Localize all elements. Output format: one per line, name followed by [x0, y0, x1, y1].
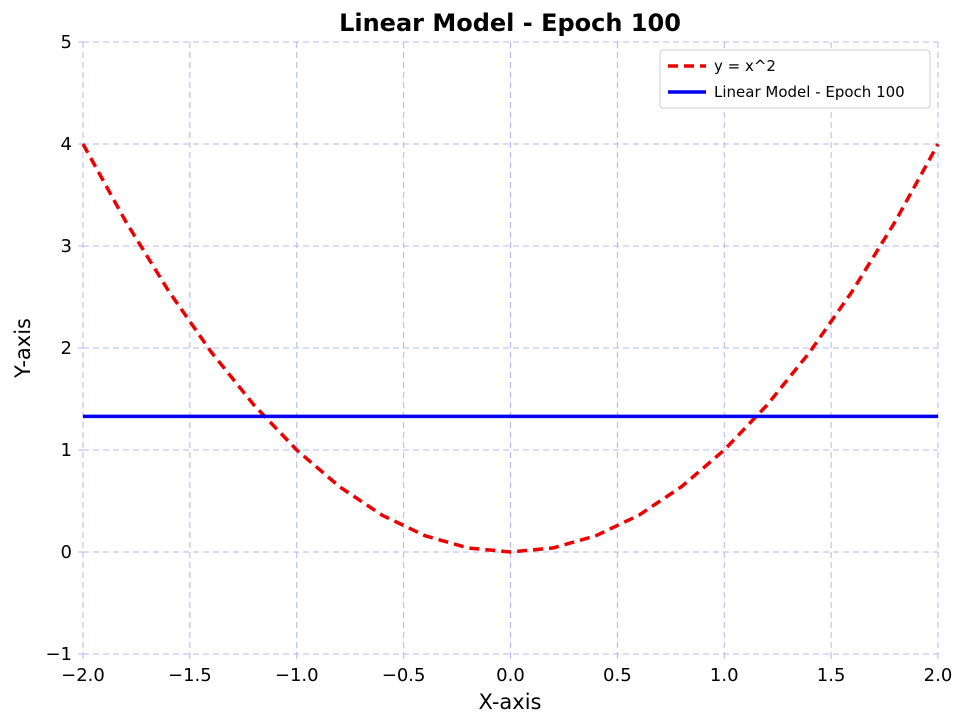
y-tick-label: 1 — [61, 440, 72, 461]
x-tick-label: −0.5 — [382, 665, 426, 686]
x-tick-label: 2.0 — [924, 665, 953, 686]
x-tick-label: 1.5 — [817, 665, 846, 686]
x-tick-label: −1.0 — [275, 665, 319, 686]
y-tick-label: 5 — [61, 32, 72, 53]
legend-label-parabola: y = x^2 — [714, 57, 776, 75]
series-line-parabola — [81, 143, 940, 554]
chart-title: Linear Model - Epoch 100 — [339, 9, 681, 37]
x-tick-label: −2.0 — [61, 665, 105, 686]
y-tick-label: −1 — [45, 644, 72, 665]
y-tick-label: 0 — [61, 542, 72, 563]
x-axis-label: X-axis — [479, 690, 542, 714]
plot-area — [81, 143, 940, 554]
y-tick-label: 3 — [61, 236, 72, 257]
grid — [82, 41, 939, 655]
x-tick-label: 0.5 — [603, 665, 632, 686]
legend: y = x^2 Linear Model - Epoch 100 — [659, 49, 931, 109]
y-tick-label: 4 — [61, 134, 72, 155]
y-axis-label: Y-axis — [11, 318, 35, 379]
y-tick-label: 2 — [61, 338, 72, 359]
x-tick-label: 0.0 — [496, 665, 525, 686]
legend-label-linear-model: Linear Model - Epoch 100 — [714, 83, 905, 101]
x-tick-label: 1.0 — [710, 665, 739, 686]
x-tick-label: −1.5 — [168, 665, 212, 686]
axis-ticks: −2.0 −1.5 −1.0 −0.5 0.0 0.5 1.0 1.5 2.0 −1 0 1 2 3 4 5 — [45, 32, 952, 686]
legend-box — [659, 49, 931, 109]
